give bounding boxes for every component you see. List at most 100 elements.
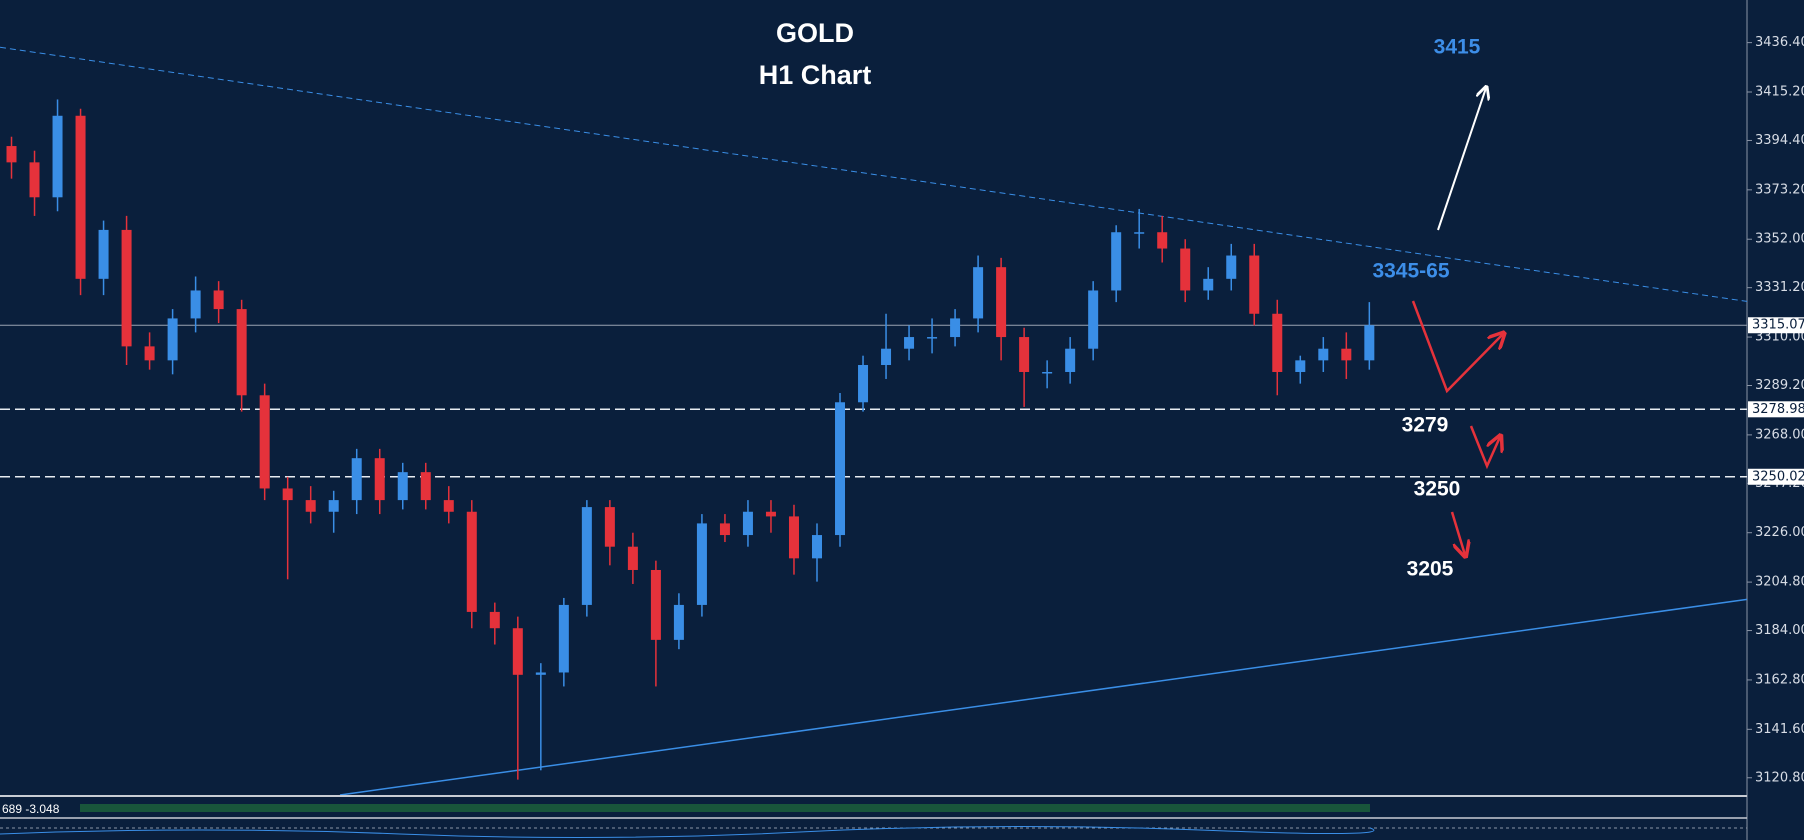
candle-body xyxy=(627,546,638,570)
candle-body xyxy=(719,523,730,536)
chart-subtitle: H1 Chart xyxy=(759,60,872,90)
price-level-box xyxy=(1748,401,1804,418)
indicator-panel: 689 -3.048 xyxy=(0,795,1747,839)
candle-body xyxy=(558,604,569,673)
candle-body xyxy=(420,472,431,501)
candle-body xyxy=(904,337,915,349)
annotations: 3415 3345-65 3279 3250 3205 xyxy=(1372,36,1480,581)
indicator-band xyxy=(80,804,1370,812)
candle-body xyxy=(1272,313,1283,372)
candle-body xyxy=(1203,278,1214,291)
trendline xyxy=(339,598,1748,796)
y-tick-label: 3268.00 xyxy=(1755,427,1804,442)
y-tick-label: 3310.00 xyxy=(1755,330,1804,345)
candle-body xyxy=(397,472,408,501)
annotation: 3205 xyxy=(1407,558,1454,581)
y-tick-label: 3184.00 xyxy=(1755,623,1804,638)
indicator-line xyxy=(0,825,1375,839)
y-tick-label: 3141.60 xyxy=(1755,722,1804,737)
candle-body xyxy=(98,229,109,279)
y-tick-label: 3120.80 xyxy=(1755,770,1804,785)
price-level-label: 3250.02 xyxy=(1752,469,1804,484)
candle-body xyxy=(1019,337,1030,372)
y-tick-label: 3436.40 xyxy=(1755,35,1804,50)
axis: 3120.80 3141.60 3162.80 3184.00 3204.80 3226.… xyxy=(1747,35,1804,785)
y-tick-label: 3373.20 xyxy=(1755,182,1804,197)
candle-body xyxy=(75,115,86,279)
y-tick-label: 3394.40 xyxy=(1755,133,1804,148)
candle-body xyxy=(167,318,178,361)
candle-body xyxy=(1134,232,1145,234)
candle-body xyxy=(996,267,1007,338)
candle-body xyxy=(236,309,247,396)
candle-body xyxy=(52,115,63,198)
candle-body xyxy=(259,395,270,489)
candle-body xyxy=(1341,348,1352,361)
arrow xyxy=(1411,300,1503,394)
price-levels: 3315.07 3278.98 3250.02 xyxy=(0,317,1804,485)
candle-body xyxy=(213,290,224,310)
trendlines xyxy=(0,46,1748,796)
candle-body xyxy=(305,500,316,512)
candles xyxy=(6,99,1375,780)
arrow xyxy=(1469,425,1500,470)
candle-body xyxy=(927,337,938,339)
candle-body xyxy=(650,569,661,640)
candle-body xyxy=(881,348,892,366)
candle-body xyxy=(489,611,500,629)
candle-body xyxy=(1295,360,1306,372)
candle-body xyxy=(190,290,201,319)
price-level-label: 3315.07 xyxy=(1752,318,1804,333)
chart-title: GOLD xyxy=(776,18,854,48)
candle-body xyxy=(29,162,40,198)
candle-body xyxy=(1111,232,1122,291)
candle-body xyxy=(512,628,523,675)
candle-body xyxy=(1065,348,1076,372)
trendline xyxy=(0,46,1748,302)
candle-body xyxy=(604,507,615,547)
arrow xyxy=(1437,88,1486,231)
annotation: 3250 xyxy=(1414,478,1461,501)
annotation: 3279 xyxy=(1402,414,1449,437)
y-tick-label: 3352.00 xyxy=(1755,232,1804,247)
candle-body xyxy=(1364,325,1375,361)
candle-body xyxy=(535,672,546,675)
candle-body xyxy=(466,511,477,612)
y-tick-label: 3331.20 xyxy=(1755,280,1804,295)
candle-body xyxy=(144,346,155,361)
candle-body xyxy=(811,535,822,559)
candle-body xyxy=(1042,371,1053,374)
y-tick-label: 3289.20 xyxy=(1755,378,1804,393)
candle-body xyxy=(351,458,362,501)
candle-body xyxy=(6,146,17,163)
candle-body xyxy=(328,500,339,512)
candle-body xyxy=(673,604,684,640)
price-level-box xyxy=(1748,468,1804,485)
candle-body xyxy=(858,365,869,403)
candle-body xyxy=(1088,290,1099,349)
y-tick-label: 3162.80 xyxy=(1755,672,1804,687)
candle-body xyxy=(835,402,846,536)
candle-body xyxy=(788,516,799,559)
candle-body xyxy=(973,267,984,319)
candle-body xyxy=(1226,255,1237,279)
price-level-label: 3278.98 xyxy=(1752,402,1804,417)
candle-body xyxy=(1180,248,1191,291)
candle-body xyxy=(121,229,132,347)
candle-body xyxy=(374,458,385,501)
annotation: 3415 xyxy=(1434,36,1481,59)
candle-body xyxy=(1157,232,1168,249)
candle-body xyxy=(581,507,592,605)
arrows xyxy=(1411,88,1503,555)
arrow xyxy=(1450,511,1465,555)
annotation: 3345-65 xyxy=(1372,260,1449,283)
price-level-box xyxy=(1748,317,1804,334)
candle-body xyxy=(765,511,776,517)
indicator-label: 689 -3.048 xyxy=(2,802,60,816)
candle-body xyxy=(696,523,707,605)
candle-body xyxy=(950,318,961,338)
y-tick-label: 3415.20 xyxy=(1755,85,1804,100)
y-tick-label: 3226.00 xyxy=(1755,525,1804,540)
candle-body xyxy=(1249,255,1260,314)
